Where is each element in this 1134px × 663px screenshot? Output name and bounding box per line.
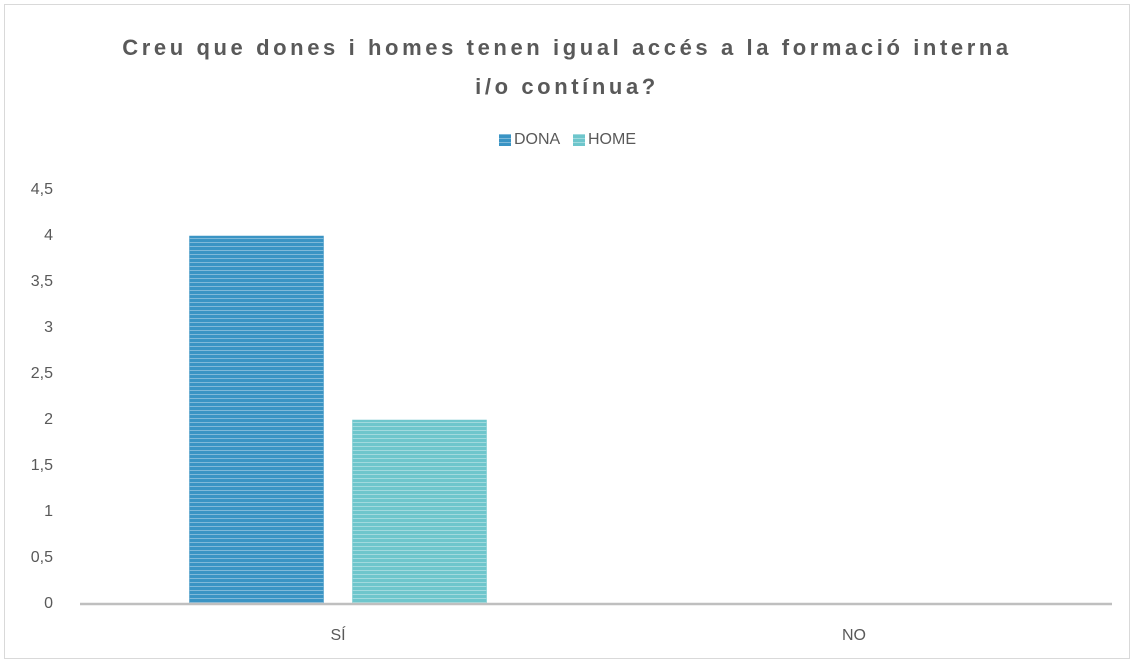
legend-label: DONA: [514, 131, 561, 148]
x-tick-label: NO: [842, 627, 866, 644]
y-tick-label: 3,5: [31, 273, 53, 290]
legend-swatch: [499, 134, 511, 146]
x-tick-label: SÍ: [330, 625, 346, 644]
y-tick-label: 0: [44, 595, 53, 612]
legend-item: DONA: [499, 131, 561, 148]
y-tick-label: 2,5: [31, 365, 53, 382]
legend-item: HOME: [573, 131, 636, 148]
legend-label: HOME: [588, 131, 636, 148]
y-tick-label: 0,5: [31, 549, 53, 566]
y-tick-label: 1: [44, 503, 53, 520]
legend-swatch: [573, 134, 585, 146]
bar: [189, 235, 324, 605]
chart-title: Creu que dones i homes tenen igual accés…: [122, 35, 1012, 99]
y-tick-label: 4,5: [31, 181, 53, 198]
y-tick-label: 3: [44, 319, 53, 336]
y-tick-label: 1,5: [31, 457, 53, 474]
bar: [352, 419, 487, 605]
y-tick-label: 4: [44, 227, 53, 244]
y-tick-label: 2: [44, 411, 53, 428]
